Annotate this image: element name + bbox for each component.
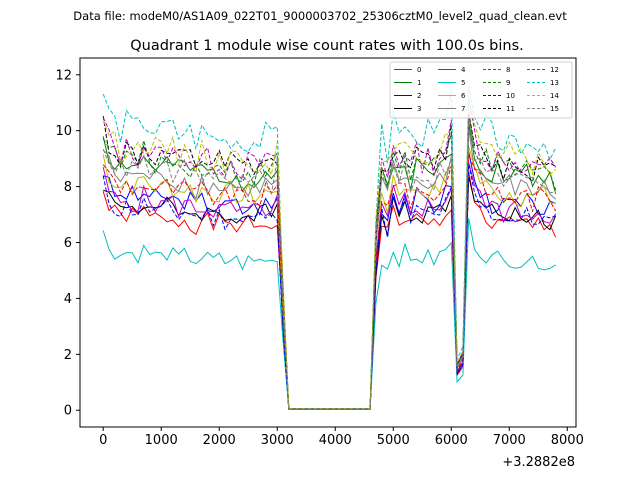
series-line-14 (102, 98, 557, 410)
x-offset-label: +3.2882e8 (502, 455, 575, 470)
legend-label-7: 7 (461, 105, 465, 113)
legend-label-4: 4 (461, 66, 466, 74)
series-line-5 (102, 218, 556, 410)
series-line-1 (102, 122, 557, 410)
legend-label-11: 11 (506, 105, 515, 113)
x-tick-label: 2000 (203, 433, 236, 448)
legend-label-5: 5 (461, 79, 465, 87)
series-layer (102, 86, 557, 410)
y-tick-label: 0 (64, 404, 72, 419)
legend-label-9: 9 (506, 79, 510, 87)
y-tick-label: 8 (64, 180, 72, 195)
series-line-13 (102, 86, 557, 410)
x-tick-label: 0 (99, 433, 107, 448)
legend-label-8: 8 (506, 66, 510, 74)
y-tick-label: 4 (64, 292, 72, 307)
axes-layer: 0 1000 2000 3000 4000 5000 6000 7000 80000246810… (55, 68, 583, 448)
y-tick-label: 2 (64, 348, 72, 363)
x-tick-label: 4000 (319, 433, 352, 448)
series-line-12 (102, 99, 557, 410)
legend-label-6: 6 (461, 92, 466, 100)
legend-label-1: 1 (417, 79, 421, 87)
data-file-header: Data file: modeM0/AS1A09_022T01_90000037… (73, 9, 567, 23)
series-line-7 (102, 128, 557, 410)
legend-label-3: 3 (417, 105, 421, 113)
y-tick-label: 12 (55, 68, 72, 83)
x-tick-label: 1000 (145, 433, 178, 448)
legend-label-13: 13 (550, 79, 559, 87)
y-tick-label: 6 (64, 236, 72, 251)
chart-title: Quadrant 1 module wise count rates with … (130, 38, 524, 54)
x-tick-label: 8000 (551, 433, 584, 448)
x-tick-label: 7000 (493, 433, 526, 448)
legend-label-0: 0 (417, 66, 421, 74)
x-tick-label: 6000 (435, 433, 468, 448)
legend-label-15: 15 (550, 105, 559, 113)
x-tick-label: 3000 (261, 433, 294, 448)
legend-box (389, 61, 573, 119)
legend-label-14: 14 (550, 92, 559, 100)
legend-label-12: 12 (550, 66, 559, 74)
legend-label-2: 2 (417, 92, 421, 100)
series-line-15 (102, 115, 556, 410)
y-tick-label: 10 (55, 124, 72, 139)
legend-label-10: 10 (506, 92, 515, 100)
series-line-6 (102, 146, 556, 410)
x-tick-label: 5000 (377, 433, 410, 448)
